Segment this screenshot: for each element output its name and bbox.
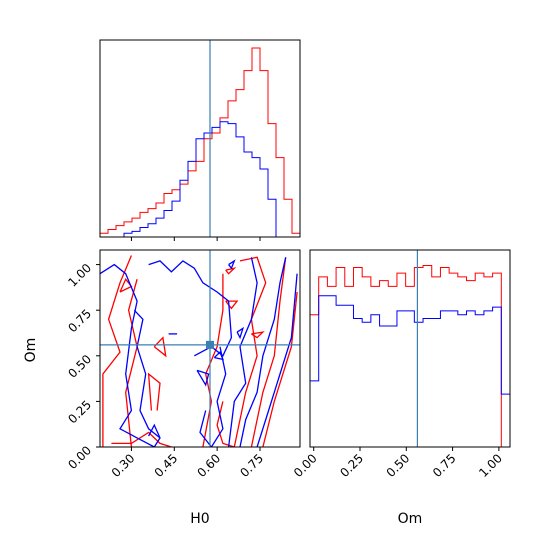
hist-om-xtick-label-1: 0.25 xyxy=(337,451,366,480)
blue-contour-10 xyxy=(236,326,245,340)
red-contour-5 xyxy=(153,336,167,358)
hist-om-xtick-label-2: 0.50 xyxy=(384,451,413,480)
contour-xtick-label-3: 0.75 xyxy=(237,451,266,480)
y-axis-label-om: Om xyxy=(23,338,39,363)
hist-h0-ticks xyxy=(130,237,261,241)
hist-om-x-ticks: 0.00 0.25 0.50 0.75 1.00 xyxy=(291,447,505,480)
blue-contour-0 xyxy=(100,263,155,447)
contour-xtick-label-2: 0.60 xyxy=(194,451,223,480)
red-contour-8 xyxy=(233,256,267,447)
contours-blue-series xyxy=(100,257,298,447)
hist-om-xtick-label-3: 0.75 xyxy=(430,451,459,480)
blue-contour-11 xyxy=(228,259,236,270)
truth-point-marker xyxy=(206,340,214,349)
hist-om-xtick-label-4: 1.00 xyxy=(476,451,505,480)
contour-xtick-label-0: 0.30 xyxy=(109,451,138,480)
blue-contour-8 xyxy=(239,257,287,447)
blue-contour-3 xyxy=(148,423,161,447)
blue-contour-7 xyxy=(227,257,258,447)
contour-frame xyxy=(99,249,301,448)
hist-h0-frame xyxy=(99,39,301,238)
hist-om-blue-series xyxy=(310,295,510,447)
hist-om-red-series xyxy=(310,265,510,447)
contour-ytick-label-2: 0.50 xyxy=(65,352,94,381)
blue-contour-9 xyxy=(256,273,298,447)
blue-contour-12 xyxy=(213,350,224,361)
red-contour-13 xyxy=(251,331,265,339)
x-axis-label-h0: H0 xyxy=(190,511,209,527)
x-axis-label-om: Om xyxy=(398,511,423,527)
blue-contour-6 xyxy=(199,346,227,447)
hist-om-xtick-label-0: 0.00 xyxy=(291,451,320,480)
red-contour-6 xyxy=(202,273,224,447)
red-contour-9 xyxy=(250,257,287,447)
contour-ytick-label-0: 0.00 xyxy=(65,443,94,472)
red-contour-3 xyxy=(119,277,133,293)
red-contour-0 xyxy=(102,255,132,447)
blue-contour-2 xyxy=(148,260,233,357)
red-contour-4 xyxy=(147,372,161,411)
contour-xtick-label-1: 0.45 xyxy=(152,451,181,480)
contour-ytick-label-1: 0.25 xyxy=(65,398,94,427)
contours-red-series xyxy=(102,255,298,447)
contour-ytick-label-3: 0.75 xyxy=(65,306,94,335)
contour-ytick-label-4: 1.00 xyxy=(65,261,94,290)
red-contour-10 xyxy=(262,291,298,447)
hist-h0-blue-series xyxy=(100,121,300,237)
blue-contour-5 xyxy=(196,369,210,387)
blue-contour-1 xyxy=(133,309,161,439)
hist-h0-panel xyxy=(99,39,301,241)
hist-h0-red-series xyxy=(100,47,300,237)
red-contour-11 xyxy=(225,267,237,275)
contour-y-ticks: 0.00 0.25 0.50 0.75 1.00 xyxy=(65,261,100,472)
red-contour-12 xyxy=(225,300,239,310)
hist-om-panel: 0.00 0.25 0.50 0.75 1.00 Om xyxy=(291,249,511,527)
contour-h0-om-panel: 0.30 0.45 0.60 0.75 0.00 0.25 0.50 0.75 1.00 H0… xyxy=(23,249,301,527)
contour-x-ticks: 0.30 0.45 0.60 0.75 xyxy=(109,447,266,480)
red-contour-2 xyxy=(111,431,172,447)
hist-om-frame xyxy=(309,249,511,448)
